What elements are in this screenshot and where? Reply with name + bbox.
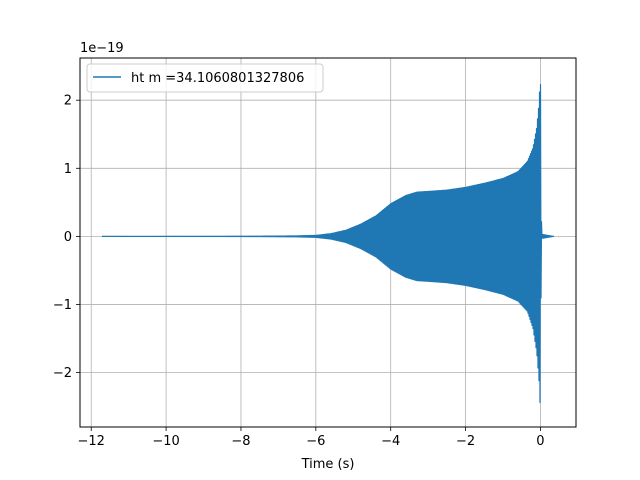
y-tick-label: 0 — [64, 230, 72, 245]
y-axis: −2 −1 0 1 2 — [53, 94, 80, 381]
x-axis: −12 −10 −8 −6 −4 −2 0 — [78, 427, 545, 449]
y-tick-label: 2 — [64, 94, 72, 109]
legend: ht m =34.1060801327806 — [86, 63, 324, 93]
y-tick-label: −2 — [53, 366, 72, 381]
legend-label: ht m =34.1060801327806 — [131, 71, 304, 86]
x-tick-label: −4 — [381, 434, 400, 449]
y-tick-label: −1 — [53, 298, 72, 313]
y-tick-label: 1 — [64, 162, 72, 177]
legend-box — [86, 63, 324, 93]
x-tick-label: −2 — [456, 434, 475, 449]
x-tick-label: −10 — [152, 434, 179, 449]
x-tick-label: −12 — [78, 434, 105, 449]
x-axis-label: Time (s) — [301, 457, 355, 472]
x-tick-label: −8 — [231, 434, 250, 449]
y-offset-label: 1e−19 — [80, 41, 124, 56]
signal-line — [101, 83, 555, 404]
x-tick-label: 0 — [536, 434, 544, 449]
x-tick-label: −6 — [306, 434, 325, 449]
signal-trace — [101, 83, 555, 404]
axes-frame — [79, 57, 577, 428]
